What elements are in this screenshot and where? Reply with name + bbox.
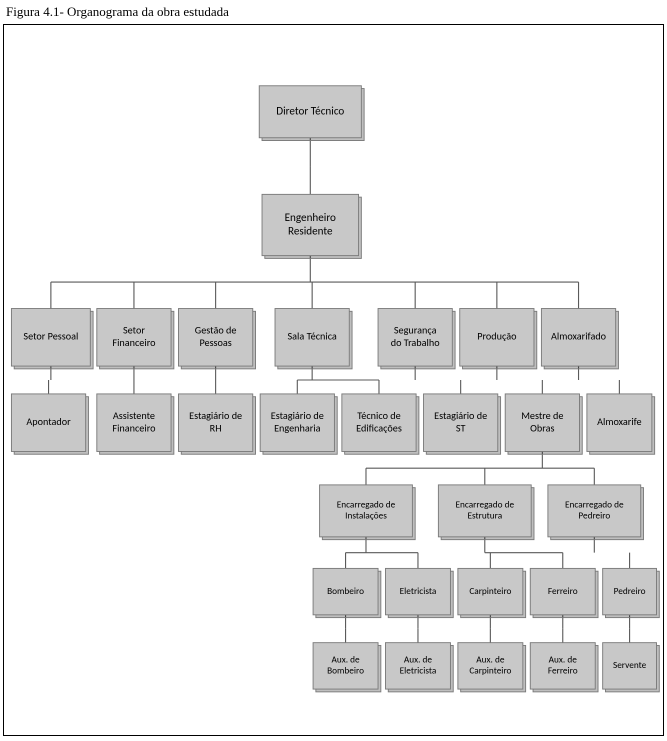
org-node-label: Obras (530, 421, 554, 434)
org-node-label: Encarregado de (337, 500, 396, 511)
org-node-label: Eletricista (400, 586, 437, 597)
org-node-estst: Estagiário deST (424, 394, 501, 454)
org-node-label: Almoxarife (597, 415, 641, 428)
org-node-label: Eletricista (400, 666, 437, 677)
org-node-label: Estagiário de (271, 409, 324, 422)
org-node-bomb: Bombeiro (313, 568, 381, 617)
org-node-auxcarp: Aux. deCarpinteiro (458, 643, 526, 692)
org-node-label: Aux. de (549, 655, 578, 666)
org-node-label: Carpinteiro (469, 666, 511, 677)
org-node-label: Estrutura (467, 511, 502, 522)
org-node-assfin: AssistenteFinanceiro (97, 394, 174, 454)
org-node-setfin: SetorFinanceiro (97, 309, 174, 369)
org-node-gestpes: Gestão dePessoas (178, 309, 255, 369)
org-node-label: Financeiro (112, 336, 155, 349)
org-node-encpedr: Encarregado dePedreiro (548, 485, 644, 540)
org-node-auxelet: Aux. deEletricista (385, 643, 453, 692)
org-node-eng: EngenheiroResidente (262, 194, 361, 258)
org-node-label: Estagiário de (189, 409, 242, 422)
org-node-label: Estagiário de (434, 409, 487, 422)
org-node-label: Bombeiro (327, 586, 364, 597)
org-node-label: Pedreiro (614, 586, 646, 597)
org-node-label: Segurança (394, 324, 437, 337)
org-chart-frame: Diretor Técnico EngenheiroResidente Setor … (3, 24, 664, 736)
org-node-label: do Trabalho (391, 336, 440, 349)
org-node-label: Pedreiro (578, 511, 610, 522)
org-node-label: Residente (288, 223, 333, 237)
org-node-label: Setor (123, 324, 145, 337)
org-node-tecedi: Técnico deEdificações (342, 394, 419, 454)
org-node-encinst: Encarregado deInstalações (320, 485, 416, 540)
org-node-label: Ferreiro (548, 666, 578, 677)
org-node-mestre: Mestre deObras (505, 394, 582, 454)
org-node-label: Engenheiro (285, 210, 336, 224)
org-node-label: Setor Pessoal (23, 330, 78, 343)
org-node-label: Financeiro (112, 421, 155, 434)
figure-caption: Figura 4.1- Organograma da obra estudada (0, 0, 667, 24)
org-node-label: Mestre de (521, 409, 563, 422)
org-node-label: Aux. de (476, 655, 505, 666)
org-node-label: Produção (477, 330, 516, 343)
org-node-label: Bombeiro (327, 666, 364, 677)
org-node-ferr: Ferreiro (530, 568, 598, 617)
org-node-estrh: Estagiário deRH (178, 394, 255, 454)
org-node-label: Engenharia (274, 421, 321, 434)
org-node-label: Pessoas (199, 336, 231, 349)
org-node-label: Encarregado de (456, 500, 515, 511)
org-node-label: Gestão de (195, 324, 237, 337)
org-node-label: Técnico de (357, 409, 400, 422)
org-node-label: Instalações (345, 511, 387, 522)
org-node-label: Ferreiro (548, 586, 578, 597)
org-node-esteng: Estagiário deEngenharia (260, 394, 337, 454)
org-node-serv: Servente (603, 643, 660, 692)
org-node-label: Almoxarifado (551, 330, 606, 343)
org-node-almoxarife: Almoxarife (587, 394, 655, 454)
org-node-auxbomb: Aux. deBombeiro (313, 643, 381, 692)
org-node-label: ST (456, 421, 466, 434)
org-node-carp: Carpinteiro (458, 568, 526, 617)
org-node-auxferr: Aux. deFerreiro (530, 643, 598, 692)
org-node-label: Assistente (113, 409, 155, 422)
org-node-sala: Sala Técnica (275, 309, 352, 369)
org-node-diretor: Diretor Técnico (259, 86, 364, 141)
org-node-apont: Apontador (11, 394, 88, 454)
org-node-elet: Eletricista (385, 568, 453, 617)
org-node-label: Sala Técnica (287, 330, 336, 343)
org-node-label: Apontador (26, 415, 71, 428)
org-node-pedr: Pedreiro (603, 568, 660, 617)
org-node-almox: Almoxarifado (541, 309, 618, 369)
org-node-prod: Produção (460, 309, 537, 369)
org-node-encestr: Encarregado deEstrutura (438, 485, 534, 540)
org-node-label: Aux. de (331, 655, 360, 666)
org-node-label: Servente (613, 660, 647, 671)
org-chart: Diretor Técnico EngenheiroResidente Setor … (4, 25, 663, 735)
org-node-label: RH (210, 421, 222, 434)
org-node-label: Encarregado de (565, 500, 624, 511)
org-node-label: Carpinteiro (469, 586, 511, 597)
org-node-label: Edificações (356, 421, 402, 434)
org-node-label: Aux. de (404, 655, 433, 666)
org-node-label: Diretor Técnico (276, 103, 344, 117)
org-node-seg: Segurançado Trabalho (378, 309, 455, 369)
org-node-setpess: Setor Pessoal (11, 309, 93, 369)
